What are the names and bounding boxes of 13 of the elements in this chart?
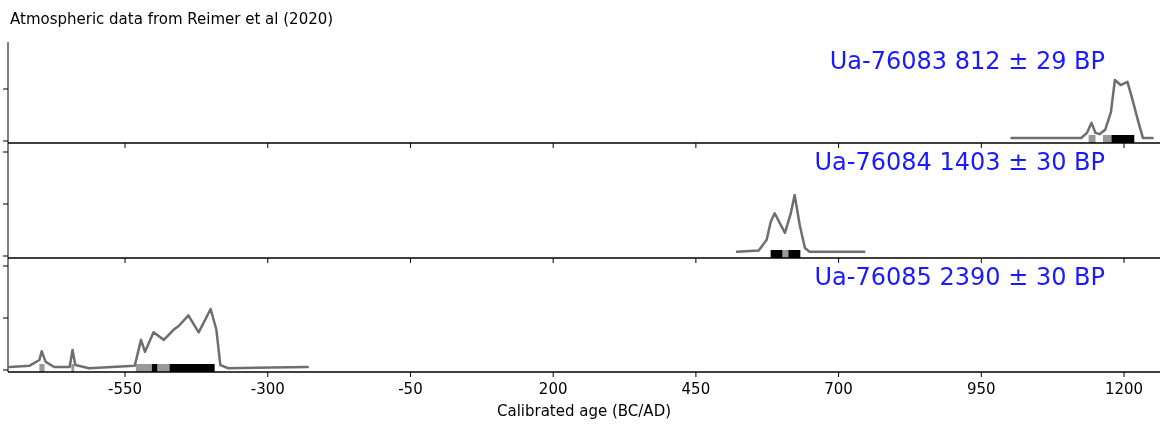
text: Ua-76085 2390 ± 30 BP — [814, 263, 1105, 291]
x-tick-label: -550 — [108, 380, 143, 398]
x-tick-label: -50 — [398, 380, 423, 398]
x-tick-label: 950 — [967, 380, 996, 398]
x-axis-title: Calibrated age (BC/AD) — [496, 402, 672, 420]
x-tick-label: -300 — [250, 380, 285, 398]
x-tick-label: 700 — [824, 380, 853, 398]
text: Ua-76084 1403 ± 30 BP — [814, 148, 1105, 176]
text: Ua-76083 812 ± 29 BP — [829, 47, 1105, 75]
x-tick-label: 450 — [681, 380, 711, 398]
chart-title: Atmospheric data from Reimer et al (2020) — [10, 10, 334, 28]
x-tick-label: 200 — [538, 380, 568, 398]
x-tick-label: 1200 — [1104, 380, 1144, 398]
